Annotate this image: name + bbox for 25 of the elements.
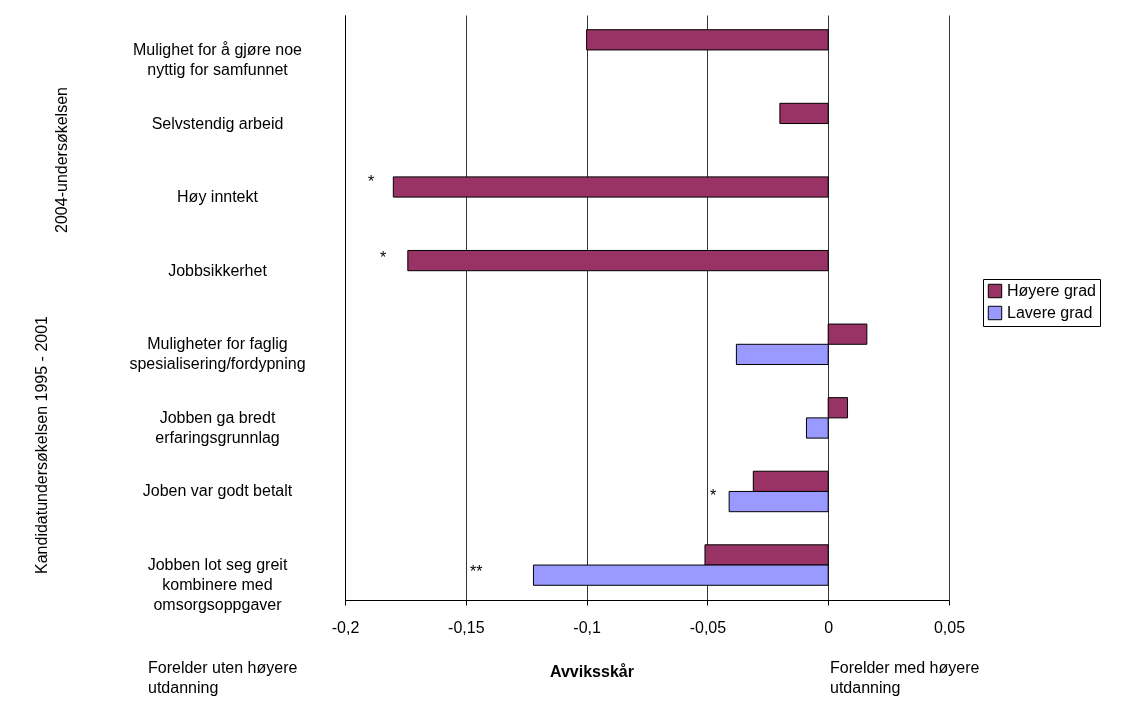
text: Forelder med høyere utdanning [830, 658, 981, 698]
text: 2004-undersøkelsen [52, 86, 71, 235]
text: Forelder uten høyere utdanning [148, 658, 299, 698]
x-tick-label: 0 [824, 618, 834, 636]
y-tick-label: Mulighet for å gjøre noe nyttig for samfunnet [133, 40, 303, 78]
x-tick-label: -0,1 [573, 618, 601, 636]
y-tick-label: Høy inntekt [177, 188, 259, 206]
x-tick-label: -0,2 [331, 618, 360, 636]
x-tick-label: 0,05 [933, 618, 966, 636]
legend-label: Høyere grad [1007, 282, 1096, 299]
y-tick-label: Jobben lot seg greit kombinere med omsorgsoppgaver [147, 556, 288, 614]
y-tick-label: Jobbsikkerhet [168, 261, 268, 279]
annotation: * [710, 486, 717, 506]
annotation: * [380, 248, 387, 268]
y-tick-label: Selvstendig arbeid [151, 114, 284, 132]
legend-label: Lavere grad [1007, 304, 1093, 321]
y-tick-label: Jobben ga bredt erfaringsgrunnlag [155, 408, 280, 446]
text: Kandidatundersøkelsen 1995 - 2001 [32, 315, 51, 576]
x-tick-label: -0,15 [448, 618, 485, 636]
y-tick-label: Joben var godt betalt [142, 482, 293, 500]
y-tick-label: Muligheter for faglig spesialisering/fordypning [129, 335, 306, 373]
x-axis-title: Avviksskår [550, 662, 634, 682]
x-tick-label: -0,05 [689, 618, 727, 636]
annotation: * [368, 172, 375, 192]
annotation: ** [470, 562, 483, 582]
